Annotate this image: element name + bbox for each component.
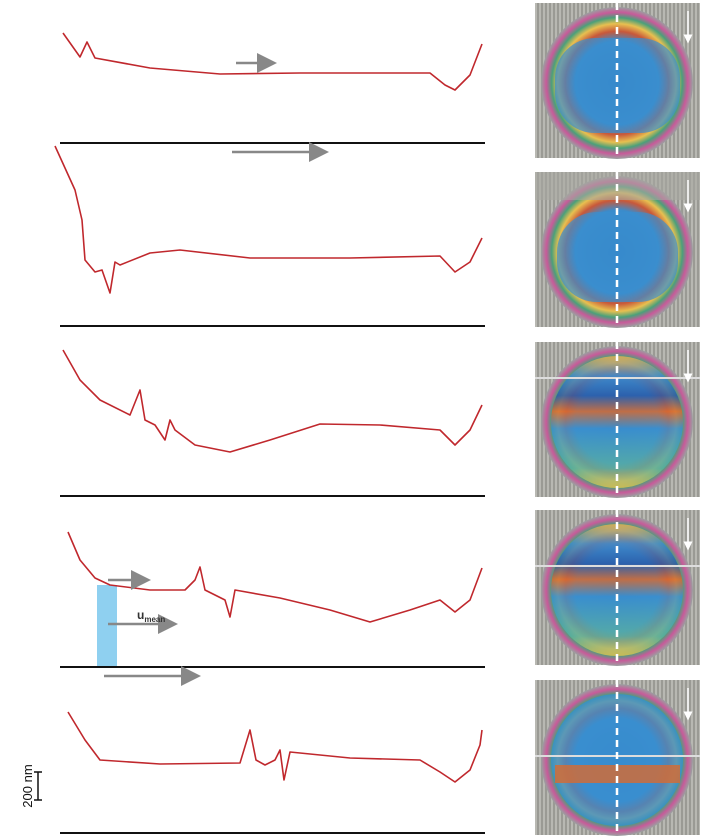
interferogram [535, 3, 700, 159]
profile-3 [62, 349, 483, 453]
images [535, 3, 700, 836]
profile-4 [67, 531, 483, 623]
scale-label: 200 nm [20, 764, 35, 807]
profile-1 [62, 32, 483, 91]
profile-5 [67, 711, 483, 783]
velocity-label: umean [137, 608, 165, 624]
profile-2 [54, 145, 483, 294]
highlight [97, 585, 117, 667]
profiles: umean 200 nm [20, 32, 485, 834]
interferogram [535, 342, 700, 498]
scale-bar: 200 nm [20, 764, 42, 808]
interferogram [535, 680, 700, 836]
interferogram [535, 510, 700, 666]
interferogram [535, 172, 700, 328]
